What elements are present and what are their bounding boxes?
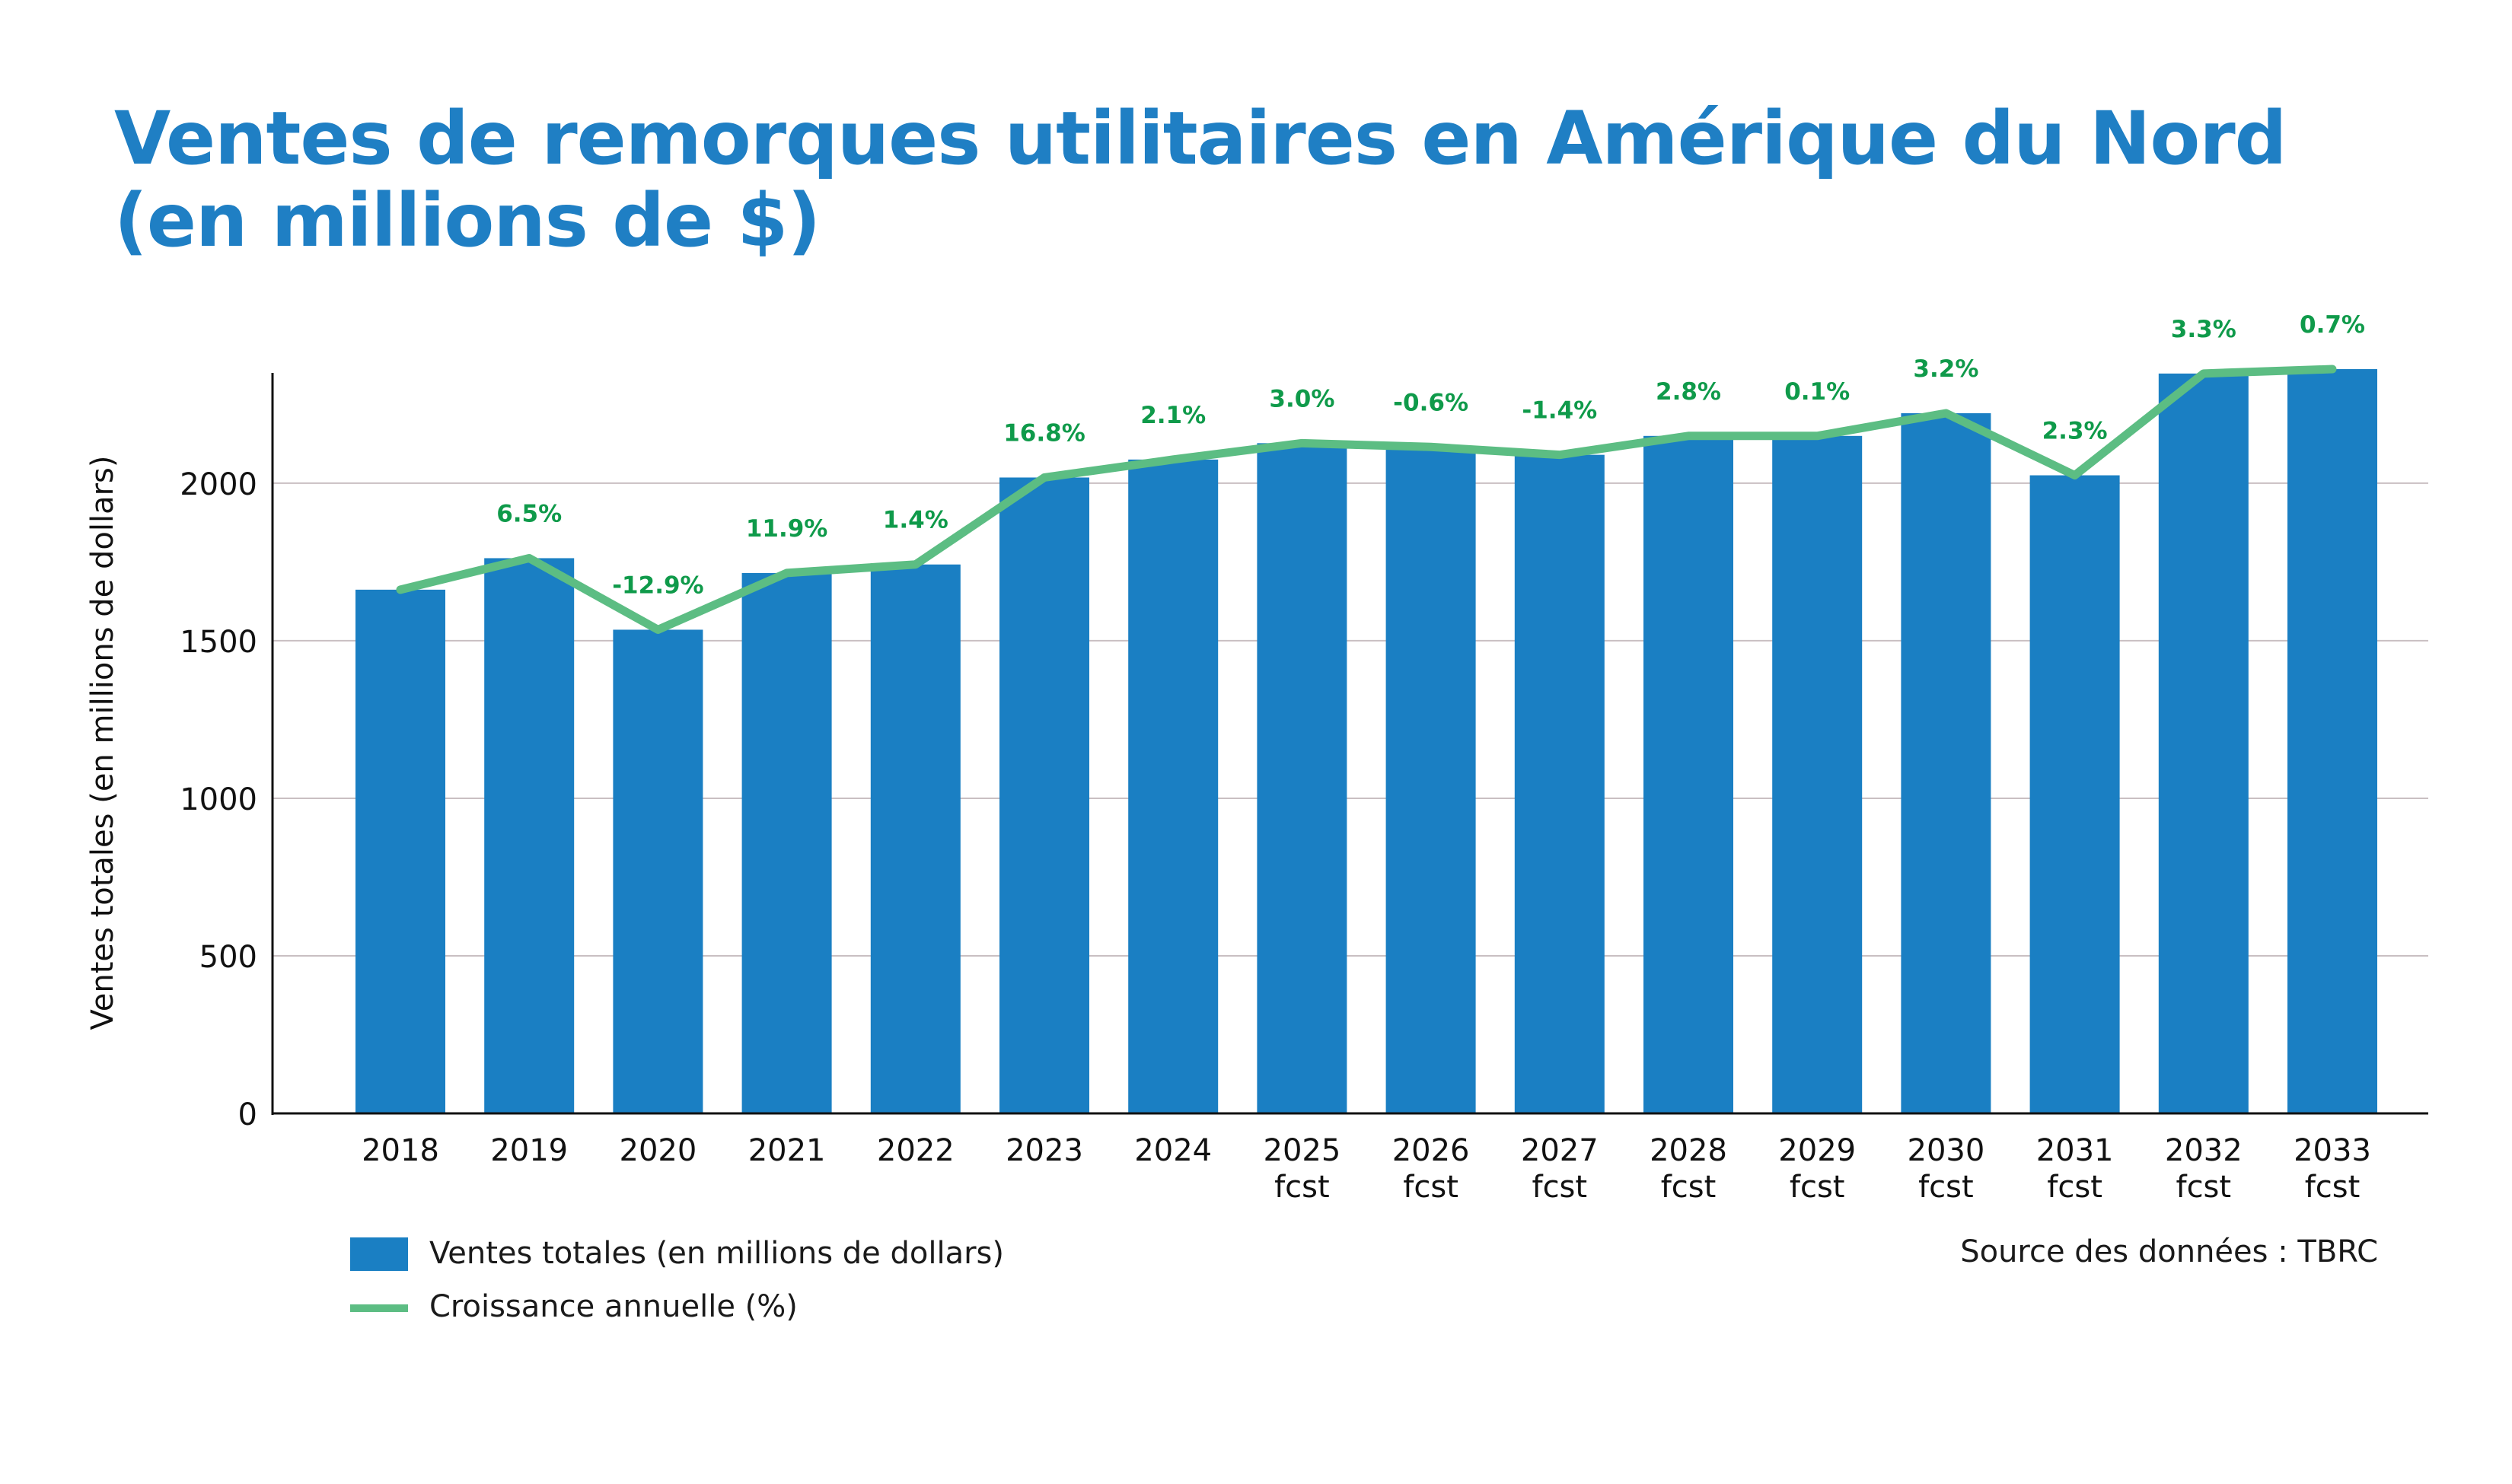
growth-data-label: -12.9% (612, 572, 703, 599)
bar (999, 477, 1089, 1113)
growth-point (1943, 410, 1949, 416)
growth-data-label: 11.9% (746, 515, 828, 543)
bar (1128, 459, 1219, 1113)
growth-data-label: 2.1% (1140, 402, 1206, 429)
growth-point (2330, 367, 2335, 372)
x-tick-label: fcst (1532, 1170, 1587, 1205)
x-tick-label: fcst (2176, 1170, 2231, 1205)
x-tick-label: 2031 (2036, 1133, 2114, 1168)
chart-title-line-1: Ventes de remorques utilitaires en Améri… (114, 96, 2287, 181)
x-tick-label: 2021 (748, 1133, 826, 1168)
x-tick-label: fcst (1661, 1170, 1717, 1205)
growth-line (396, 365, 2337, 634)
x-tick-label: 2026 (1392, 1133, 1470, 1168)
growth-point (398, 587, 403, 592)
y-axis-title: Ventes totales (en millions de dollars) (85, 456, 120, 1030)
growth-point (1686, 433, 1691, 438)
growth-point (655, 627, 661, 632)
growth-point (1815, 433, 1820, 438)
x-tick-label: fcst (2047, 1170, 2102, 1205)
y-tick-label: 1000 (180, 782, 257, 817)
growth-point (913, 562, 918, 567)
y-tick-label: 0 (238, 1097, 257, 1132)
growth-data-label: 6.5% (496, 500, 562, 527)
x-tick-label: 2027 (1521, 1133, 1599, 1168)
x-tick-label: 2033 (2294, 1133, 2371, 1168)
growth-data-label: 3.0% (1269, 385, 1334, 412)
bar (870, 564, 961, 1113)
bar (1643, 435, 1733, 1113)
growth-data-label: 16.8% (1003, 419, 1085, 447)
growth-data-label: 0.7% (2300, 311, 2365, 339)
growth-point (2201, 371, 2206, 376)
growth-point (2072, 473, 2077, 478)
bar (2029, 475, 2120, 1113)
growth-point (1299, 441, 1305, 446)
bar (741, 572, 832, 1113)
x-tick-label: 2019 (490, 1133, 568, 1168)
legend-swatch-bar (350, 1237, 408, 1271)
x-tick-label: 2022 (877, 1133, 955, 1168)
x-tick-label: 2020 (620, 1133, 697, 1168)
growth-data-label: 1.4% (883, 507, 948, 534)
bar (2287, 369, 2377, 1113)
x-tick-label: 2018 (362, 1133, 439, 1168)
growth-data-label: -1.4% (1522, 397, 1597, 425)
legend-swatch-line (350, 1304, 408, 1312)
bar (484, 558, 575, 1113)
x-tick-label: fcst (2305, 1170, 2361, 1205)
legend-label-sales: Ventes totales (en millions de dollars) (429, 1236, 1004, 1271)
x-tick-label: fcst (1403, 1170, 1458, 1205)
growth-point (527, 556, 532, 561)
growth-point (1171, 457, 1176, 462)
bar (2158, 373, 2249, 1113)
chart-title-line-2: (en millions de $) (114, 178, 821, 263)
growth-point (1042, 475, 1047, 480)
bar (1385, 447, 1476, 1113)
x-tick-label: 2030 (1908, 1133, 1985, 1168)
x-tick-label: 2025 (1264, 1133, 1341, 1168)
growth-point (1557, 452, 1562, 457)
legend-label-growth: Croissance annuelle (%) (429, 1289, 798, 1324)
bar (1257, 443, 1347, 1113)
growth-data-label: 0.1% (1784, 378, 1850, 406)
bar (1514, 454, 1605, 1113)
x-tick-label: 2028 (1650, 1133, 1727, 1168)
data-source: Source des données : TBRC (1960, 1234, 2378, 1269)
growth-data-label: -0.6% (1393, 389, 1468, 416)
x-tick-label: 2023 (1006, 1133, 1083, 1168)
x-tick-label: 2024 (1134, 1133, 1212, 1168)
growth-data-label: 3.3% (2171, 316, 2236, 343)
x-tick-label: fcst (1918, 1170, 1974, 1205)
x-tick-label: fcst (1274, 1170, 1330, 1205)
chart-title: Ventes de remorques utilitaires en Améri… (114, 96, 2287, 263)
growth-data-label: 2.8% (1656, 378, 1721, 406)
bar (1901, 412, 1991, 1113)
y-tick-label: 500 (199, 940, 257, 975)
growth-data-label: 2.3% (2042, 418, 2108, 445)
x-tick-label: 2032 (2165, 1133, 2243, 1168)
bar (1772, 435, 1863, 1113)
bar (613, 629, 703, 1113)
x-tick-label: 2029 (1778, 1133, 1856, 1168)
y-tick-label: 2000 (180, 467, 257, 502)
y-tick-label: 1500 (180, 625, 257, 660)
growth-data-label: 3.2% (1913, 355, 1978, 383)
bar (355, 589, 445, 1113)
x-tick-label: fcst (1790, 1170, 1845, 1205)
growth-point (784, 570, 789, 575)
growth-point (1428, 444, 1433, 450)
